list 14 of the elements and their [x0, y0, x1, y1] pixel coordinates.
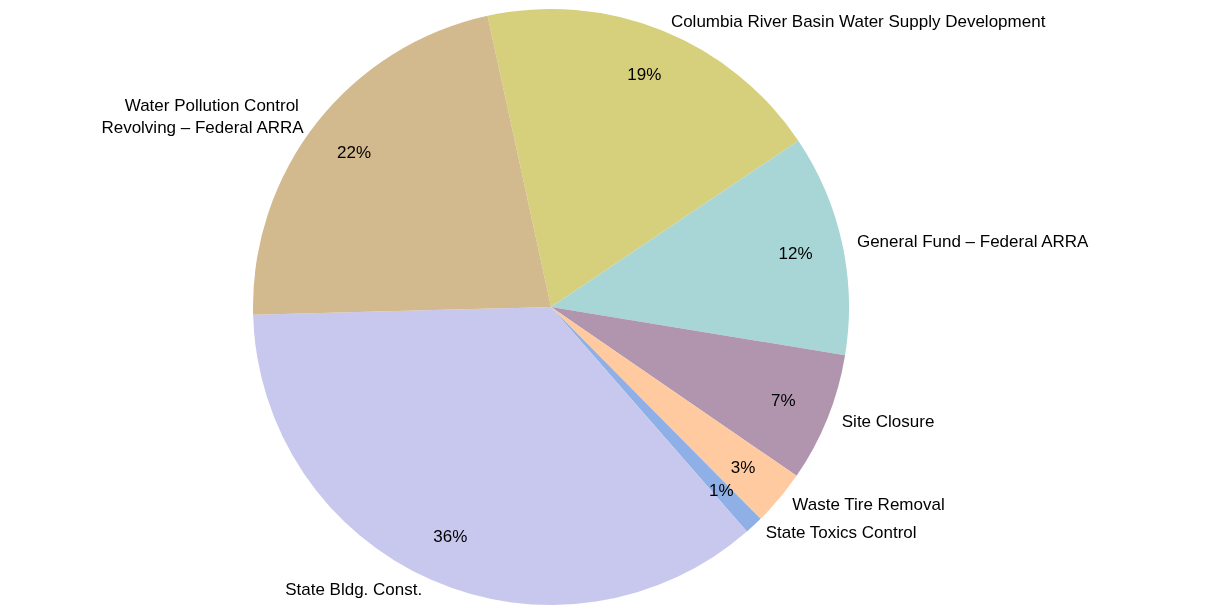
- data-label: 22%: [337, 143, 372, 163]
- slice-label: Water Pollution Control Revolving – Federal ARRA: [101, 96, 305, 138]
- slice-label: State Bldg. Const.: [285, 579, 423, 599]
- slice-label: Site Closure: [841, 412, 935, 432]
- slice-label: General Fund – Federal ARRA: [856, 231, 1090, 251]
- slice-label: Columbia River Basin Water Supply Development: [670, 11, 1046, 31]
- data-label: 3%: [730, 458, 756, 478]
- slice-label: State Toxics Control: [765, 523, 917, 543]
- slice-label: Waste Tire Removal: [792, 495, 945, 515]
- data-label: 1%: [709, 480, 734, 500]
- data-label: 19%: [627, 65, 662, 85]
- data-label: 7%: [770, 390, 796, 410]
- data-label: 12%: [778, 244, 813, 264]
- data-label: 36%: [433, 526, 468, 546]
